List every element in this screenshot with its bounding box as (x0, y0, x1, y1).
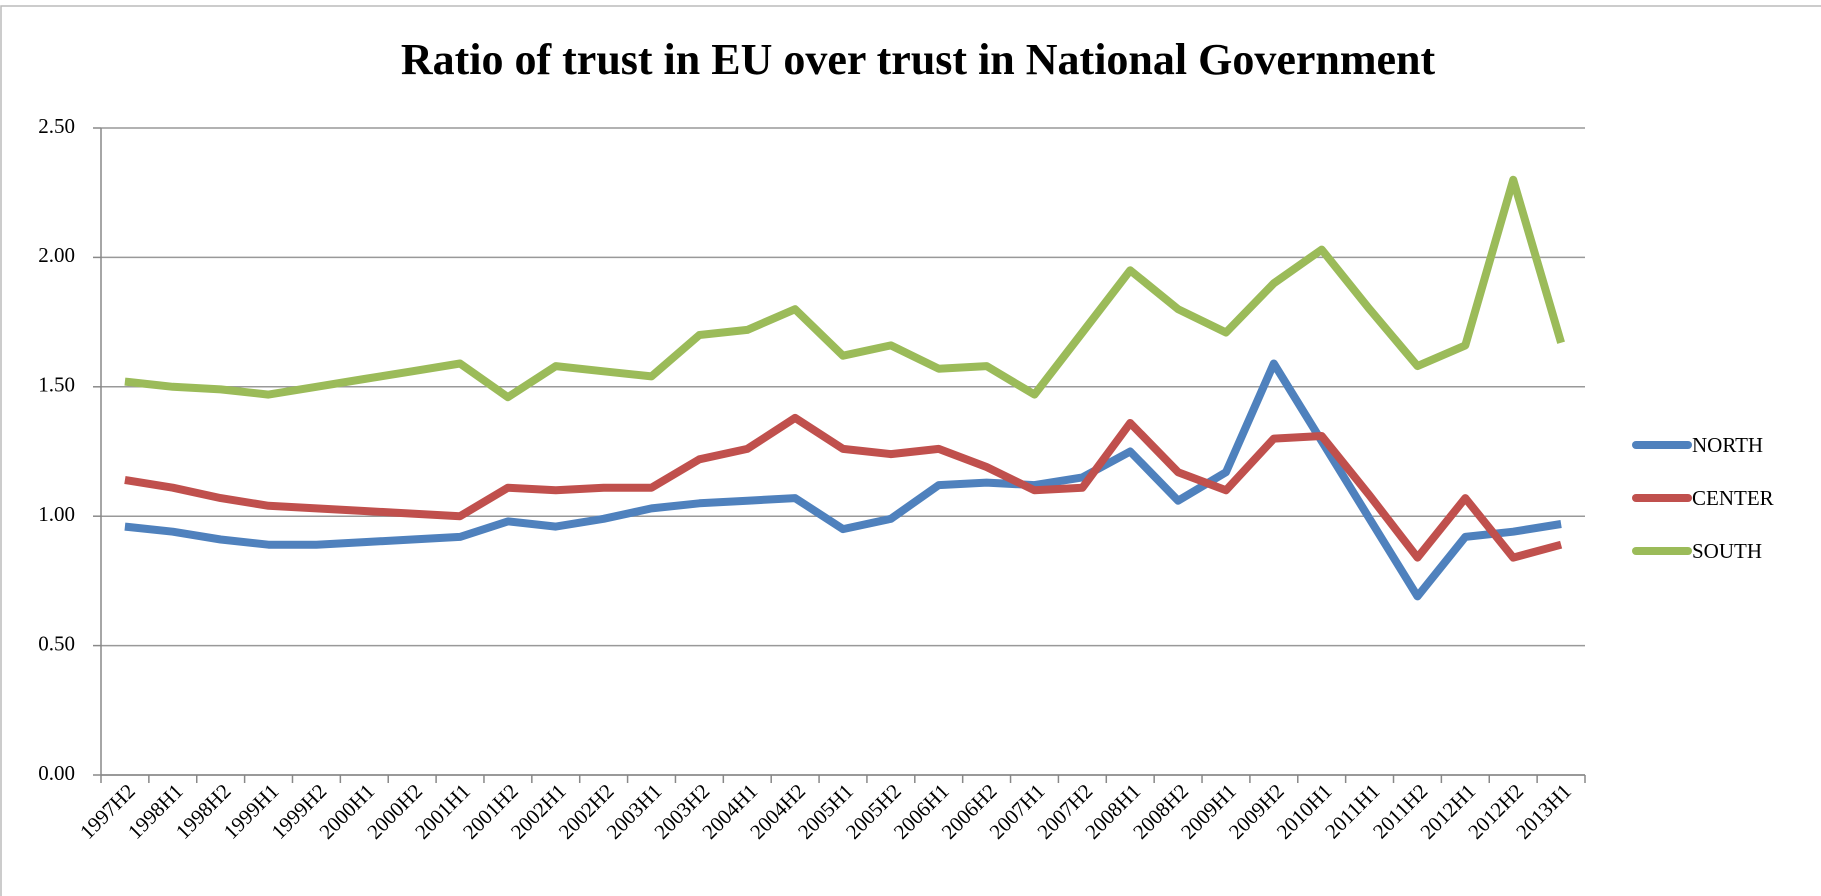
y-tick-label: 2.00 (38, 243, 75, 267)
legend-label: CENTER (1692, 486, 1774, 510)
y-tick-label: 1.50 (38, 373, 75, 397)
chart-title: Ratio of trust in EU over trust in Natio… (401, 35, 1436, 84)
series-line (124, 359, 1562, 601)
legend-label: SOUTH (1692, 539, 1762, 563)
series-line (124, 175, 1565, 402)
chart-frame (0, 5, 1821, 896)
y-tick-label: 1.00 (38, 502, 75, 526)
y-tick-label: 2.50 (38, 114, 75, 138)
series-line (124, 413, 1563, 562)
y-tick-label: 0.00 (38, 761, 75, 785)
x-tick-label: 2013H1 (1511, 779, 1576, 844)
y-tick-label: 0.50 (38, 631, 75, 655)
legend-label: NORTH (1692, 433, 1763, 457)
